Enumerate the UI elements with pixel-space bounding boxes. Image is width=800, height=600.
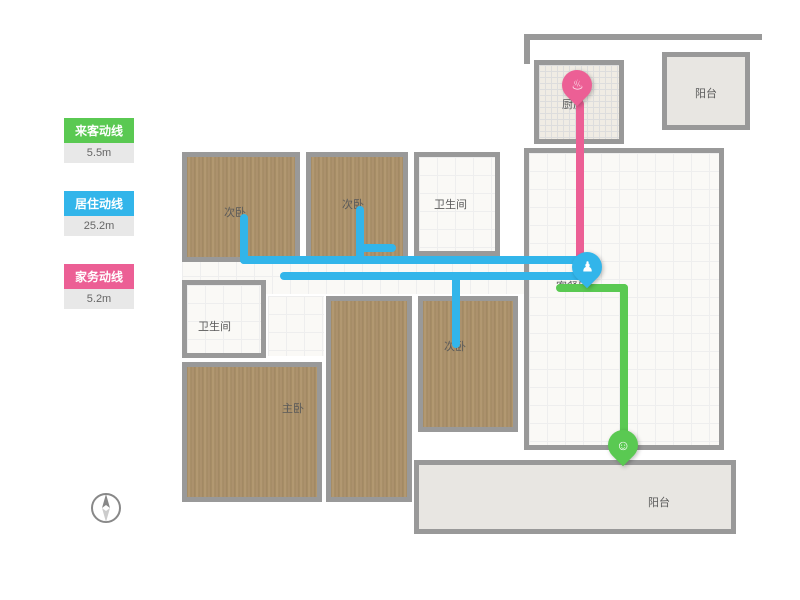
label-bath2: 卫生间 [198,318,231,334]
label-master: 主卧 [282,400,304,416]
hall-arc [268,296,324,356]
path-legend: 来客动线 5.5m 居住动线 25.2m 家务动线 5.2m [64,118,134,337]
legend-living: 居住动线 25.2m [64,191,134,236]
legend-living-label: 居住动线 [64,191,134,216]
label-balcony-bottom: 阳台 [648,494,670,510]
legend-chore-label: 家务动线 [64,264,134,289]
room-master-ext [326,296,412,502]
legend-guest: 来客动线 5.5m [64,118,134,163]
legend-guest-label: 来客动线 [64,118,134,143]
people-icon: ☺ [616,437,630,453]
room-balcony-bottom [414,460,736,534]
person-icon: ♟ [581,259,594,276]
label-bath1: 卫生间 [434,196,467,212]
room-bed-bottom [418,296,518,432]
wall-top1 [524,34,762,40]
path-living-5 [452,272,460,348]
wall-top2 [524,34,530,64]
path-living-6 [280,272,586,280]
legend-guest-value: 5.5m [64,143,134,163]
compass-icon [88,490,124,526]
cooking-icon: ♨ [571,77,584,94]
path-living-3 [356,206,364,264]
path-chore-1 [576,100,584,272]
living-marker: ♟ [572,252,602,288]
legend-living-value: 25.2m [64,216,134,236]
legend-chore: 家务动线 5.2m [64,264,134,309]
kitchen-marker: ♨ [562,70,592,106]
path-living-4 [356,244,396,252]
guest-marker: ☺ [608,430,638,466]
path-guest-2 [620,284,628,444]
legend-chore-value: 5.2m [64,289,134,309]
path-living-2 [240,256,586,264]
label-balcony-top: 阳台 [695,85,717,101]
room-master [182,362,322,502]
